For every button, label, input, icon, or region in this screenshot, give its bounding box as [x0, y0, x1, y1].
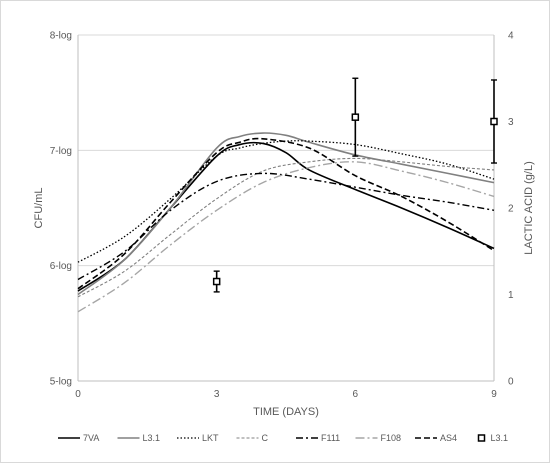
y-axis-right-label: LACTIC ACID (g/L): [523, 161, 535, 255]
y-right-tick-label: 0: [508, 377, 514, 388]
y-right-tick-label: 3: [508, 117, 514, 128]
tick-labels: 0 3 6 9 5-log 6-log 7-log 8-log 0 1 2 3 4: [50, 31, 514, 401]
legend-item: L3.1: [117, 433, 161, 443]
y-left-tick-label: 5-log: [50, 377, 72, 388]
data-point-marker: [490, 117, 498, 126]
x-tick-label: 0: [75, 389, 81, 400]
legend: 7VA L3.1 LKT C F111 F108 AS4 L3.1: [58, 433, 508, 443]
legend-item: 7VA: [58, 433, 99, 443]
data-point-marker: [351, 113, 360, 121]
y-right-tick-label: 2: [508, 204, 514, 215]
legend-item: LKT: [177, 433, 219, 443]
x-axis-label: TIME (DAYS): [253, 406, 319, 418]
series-line-lkt: [77, 140, 495, 263]
series-line-c: [77, 157, 495, 298]
y-axis-left-label: CFU/mL: [33, 188, 45, 229]
legend-item: L3.1: [477, 433, 509, 443]
x-tick-label: 3: [214, 389, 220, 400]
y-right-tick-label: 1: [508, 290, 514, 301]
y-left-tick-label: 7-log: [50, 146, 72, 157]
x-tick-label: 6: [353, 389, 359, 400]
legend-label: F111: [321, 433, 340, 443]
x-tick-label: 9: [491, 389, 497, 400]
series-line-as4: [77, 137, 495, 290]
legend-label: C: [262, 433, 269, 443]
legend-item: AS4: [415, 433, 457, 443]
legend-label: 7VA: [83, 433, 99, 443]
legend-item: F111: [296, 433, 340, 443]
legend-label: L3.1: [491, 433, 509, 443]
y-left-tick-label: 8-log: [50, 31, 72, 42]
gridlines: [78, 34, 494, 267]
legend-label: L3.1: [143, 433, 161, 443]
legend-label: AS4: [440, 433, 457, 443]
series-lines: [77, 132, 495, 313]
legend-item: F108: [355, 433, 402, 443]
legend-label: F108: [381, 433, 402, 443]
legend-marker: [477, 434, 486, 442]
legend-label: LKT: [202, 433, 219, 443]
series-line-f108: [77, 161, 495, 313]
series-line-f111: [77, 172, 495, 281]
errorbar-markers: [212, 77, 498, 293]
data-point-marker: [212, 277, 221, 286]
y-right-tick-label: 4: [508, 31, 514, 42]
y-left-tick-label: 6-log: [50, 261, 72, 272]
legend-item: C: [236, 433, 269, 443]
